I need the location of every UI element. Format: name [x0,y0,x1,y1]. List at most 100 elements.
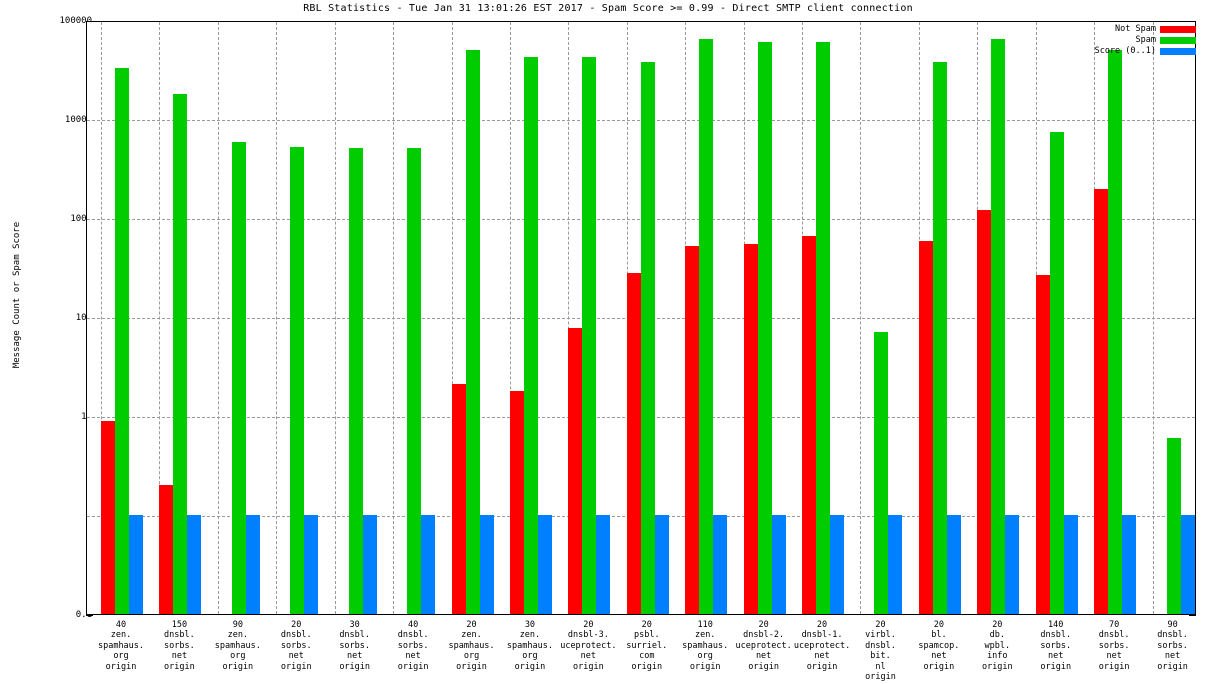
bar-spam [465,49,480,614]
bar-spam [173,93,188,614]
x-tick-label-line: origin [514,661,546,672]
x-tick-label: 110 zen. spamhaus. org origin [662,620,748,672]
x-tick-label-line: 20 [583,620,594,630]
x-tick-label-line: sorbs. [1040,640,1072,651]
x-tick-label-line: uceprotect. [560,640,617,651]
x-tick-label-line: dnsbl-1. [801,630,843,641]
legend-item-score: Score (0..1) [1060,46,1196,57]
bar-score [771,515,786,614]
bar-spam [115,67,129,614]
x-tick-label-line: 40 [115,620,127,630]
x-tick-label: 20 psbl. surriel. com origin [604,620,690,672]
x-tick-label-line: net [931,651,947,662]
x-tick-label: 20 zen. spamhaus. org origin [429,620,515,672]
chart-title: RBL Statistics - Tue Jan 31 13:01:26 EST… [303,3,913,14]
bar-spam [1166,437,1181,614]
x-tick-label-line: dnsbl. [339,630,371,641]
x-tick-label-line: origin [689,661,721,672]
x-tick-label-line: spamhaus. [682,640,729,651]
bar-not-spam [802,235,817,614]
x-tick-label-line: net [288,651,304,662]
x-tick-label-line: origin [573,661,604,672]
bar-not-spam [743,243,758,614]
x-tick-label-line: 110 [697,620,713,630]
x-tick-label-line: 30 [524,620,536,630]
bar-score [187,515,202,614]
x-tick-label-line: virbl. [865,630,896,641]
x-tick-label-line: net [171,651,188,662]
x-tick-label-line: surriel. [626,640,668,651]
bar-score [1122,515,1137,614]
bar-spam [991,38,1006,614]
x-tick-label-line: sorbs. [164,640,195,651]
x-tick-label-line: uceprotect. [735,640,792,651]
x-tick-label-line: uceprotect. [793,640,851,651]
x-tick-label-line: spamhaus. [448,640,495,651]
bar-score [129,515,143,614]
chart-legend: Not Spam Spam Score (0..1) [1060,24,1196,57]
x-tick-label-line: net [1106,651,1122,662]
bar-spam [932,61,947,614]
x-tick-label-line: origin [806,661,838,672]
x-tick-label-line: origin [397,661,429,672]
x-tick-label: 70 dnsbl. sorbs. net origin [1071,620,1157,672]
x-tick-label-line: sorbs. [280,640,312,651]
gridline-vertical [101,22,102,614]
x-tick-label-line: 70 [1109,620,1120,630]
gridline-vertical [510,22,511,614]
x-tick-label-line: 90 [232,620,243,630]
y-axis-label: Message Count or Spam Score [12,221,22,369]
x-tick-label-line: net [755,651,772,662]
bar-spam [1108,49,1123,614]
y-tick-label: 0.1 [75,610,92,620]
x-tick-label-line: psbl. [633,630,660,641]
bar-spam [874,332,889,614]
bar-score [1063,515,1078,614]
x-tick-label-line: 20 [641,620,652,630]
x-tick-label: 20 virbl. dnsbl. bit. nl origin [837,620,923,682]
x-tick-label-line: origin [1098,661,1130,672]
x-tick-label-line: sorbs. [339,640,371,651]
x-tick-label-line: org [463,651,480,662]
x-tick-label-line: origin [631,661,663,672]
x-tick-label-line: org [697,651,713,662]
x-tick-label: 30 zen. spamhaus. org origin [487,620,573,672]
gridline-vertical [452,22,453,614]
bar-score [479,515,494,614]
legend-label: Score (0..1) [1094,46,1156,56]
x-tick-label: 20 bl. spamcop. net origin [896,620,982,672]
x-tick-label-line: net [1164,651,1181,662]
legend-swatch [1160,37,1196,44]
x-tick-label-line: zen. [461,630,482,641]
x-tick-label-line: db. [989,630,1005,641]
legend-label: Not Spam [1115,24,1156,34]
x-tick-label: 20 dnsbl-2. uceprotect. net origin [721,620,807,672]
bar-spam [407,147,422,614]
x-tick-label-line: zen. [519,630,541,641]
gridline-vertical [1153,22,1154,614]
gridline-vertical [860,22,861,614]
x-tick-label-line: bl. [931,630,947,641]
gridline-vertical [218,22,219,614]
bar-score [1180,515,1195,614]
legend-item-not_spam: Not Spam [1060,24,1196,35]
bar-spam [816,41,831,614]
y-tick-label: 100000 [59,16,92,26]
x-tick-label-line: sorbs. [397,640,429,651]
x-tick-label-line: org [113,651,129,662]
bar-spam [640,61,655,614]
x-tick-label-line: dnsbl. [1098,630,1130,641]
x-tick-label-line: origin [280,661,312,672]
bar-score [537,515,552,614]
x-tick-label-line: 90 [1167,620,1178,630]
bar-spam [290,147,305,614]
x-tick-label-line: net [346,651,363,662]
plot-inner [87,22,1195,614]
x-tick-label: 20 dnsbl. sorbs. net origin [253,620,339,672]
x-tick-label-line: bit. [870,651,891,662]
x-tick-label-line: spamhaus. [506,640,553,651]
gridline-vertical [335,22,336,614]
bar-not-spam [159,485,174,614]
x-tick-label-line: dnsbl. [280,630,312,641]
